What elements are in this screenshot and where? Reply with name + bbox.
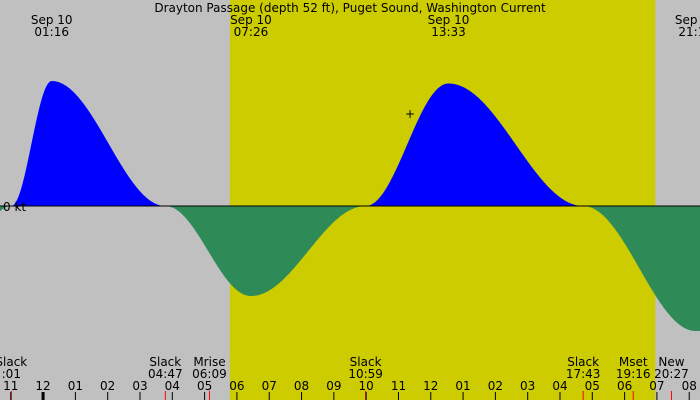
event-time-1: 04:47 (148, 367, 183, 381)
extremum-date-1: Sep 10 (230, 13, 272, 27)
hour-tick-label-13: 12 (423, 379, 438, 393)
hour-tick-label-5: 04 (165, 379, 180, 393)
ebb-area-0 (0, 205, 12, 212)
hour-tick-label-11: 10 (359, 379, 374, 393)
event-time-6: 20:27 (654, 367, 689, 381)
flood-area-3 (366, 83, 584, 206)
event-time-5: 19:16 (616, 367, 651, 381)
hour-tick-label-20: 07 (649, 379, 664, 393)
extremum-time-0: 01:16 (34, 25, 69, 39)
ebb-area-4 (584, 206, 700, 331)
hour-tick-label-14: 01 (455, 379, 470, 393)
hour-tick-label-3: 02 (100, 379, 115, 393)
hour-tick-label-2: 01 (68, 379, 83, 393)
hour-tick-label-1: 12 (35, 379, 50, 393)
event-label-1: Slack (149, 355, 181, 369)
event-label-0: Slack (0, 355, 27, 369)
hour-tick-label-8: 07 (262, 379, 277, 393)
hour-tick-label-21: 08 (682, 379, 697, 393)
hour-tick-label-9: 08 (294, 379, 309, 393)
event-time-0: :01 (2, 367, 21, 381)
hour-tick-label-15: 02 (488, 379, 503, 393)
extremum-date-2: Sep 10 (428, 13, 470, 27)
hour-tick-label-18: 05 (585, 379, 600, 393)
event-label-2: Mrise (193, 355, 225, 369)
event-time-3: 10:59 (348, 367, 383, 381)
cursor-marker: + (405, 107, 415, 121)
hour-tick-label-10: 09 (326, 379, 341, 393)
ebb-area-2 (166, 206, 366, 296)
hour-tick-label-4: 03 (132, 379, 147, 393)
hour-tick-label-12: 11 (391, 379, 406, 393)
hour-tick-label-6: 05 (197, 379, 212, 393)
extremum-date-0: Sep 10 (31, 13, 73, 27)
event-label-4: Slack (567, 355, 599, 369)
hour-tick-label-0: 11 (3, 379, 18, 393)
flood-area-1 (12, 81, 166, 206)
event-label-6: New (658, 355, 684, 369)
extremum-date-3: Sep 10 (675, 13, 700, 27)
chart-title: Drayton Passage (depth 52 ft), Puget Sou… (154, 1, 546, 15)
event-label-5: Mset (619, 355, 648, 369)
hour-tick-label-19: 06 (617, 379, 632, 393)
zero-kt-label: 0 kt (3, 200, 26, 214)
hour-tick-label-16: 03 (520, 379, 535, 393)
extremum-time-2: 13:33 (431, 25, 466, 39)
extremum-time-3: 21:12 (678, 25, 700, 39)
extremum-time-1: 07:26 (234, 25, 269, 39)
event-time-2: 06:09 (192, 367, 227, 381)
event-label-3: Slack (350, 355, 382, 369)
hour-tick-label-17: 04 (552, 379, 567, 393)
event-time-4: 17:43 (566, 367, 601, 381)
hour-tick-label-7: 06 (229, 379, 244, 393)
